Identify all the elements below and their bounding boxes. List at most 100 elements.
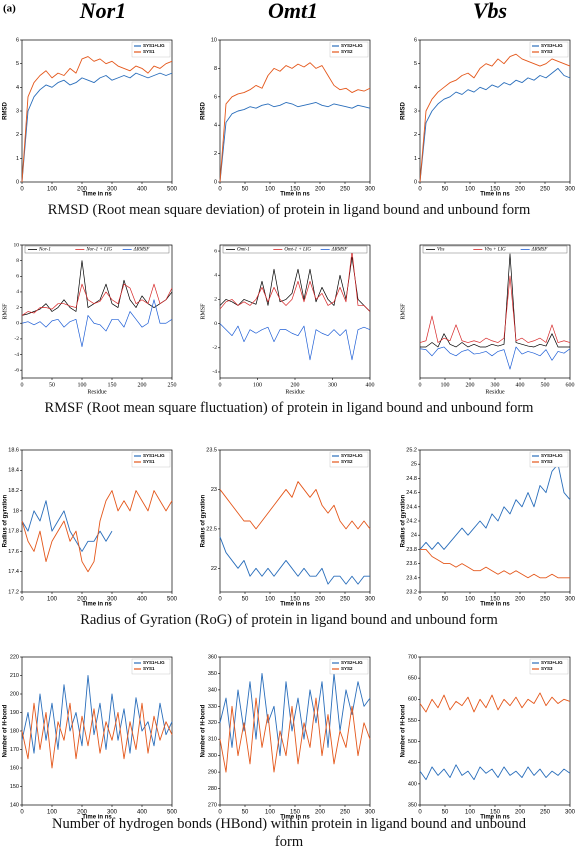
y-tick-label: -2 bbox=[212, 345, 217, 351]
y-axis-label: Number of H-bond bbox=[201, 704, 207, 757]
x-tick-label: 50 bbox=[242, 597, 249, 603]
y-tick-label: 23.8 bbox=[406, 547, 417, 553]
x-tick-label: 150 bbox=[490, 810, 501, 816]
legend-label: SYS1+LIG bbox=[143, 43, 165, 48]
x-tick-label: 500 bbox=[167, 810, 178, 816]
legend-label: ΔRMSF bbox=[331, 248, 349, 253]
x-tick-label: 50 bbox=[442, 187, 449, 193]
y-tick-label: 200 bbox=[10, 691, 19, 697]
y-tick-label: 0 bbox=[214, 179, 217, 185]
legend-label: SYS3 bbox=[541, 49, 553, 54]
series-line bbox=[419, 67, 571, 183]
x-axis-label: Residue bbox=[285, 389, 305, 395]
series-line bbox=[419, 53, 571, 183]
series-line bbox=[219, 256, 371, 312]
x-tick-label: 300 bbox=[491, 382, 500, 388]
series-line bbox=[419, 463, 571, 550]
x-tick-label: 400 bbox=[516, 382, 525, 388]
x-tick-label: 200 bbox=[515, 810, 526, 816]
legend-label: SYS1 bbox=[143, 49, 155, 54]
legend-label: SYS3 bbox=[541, 666, 553, 671]
x-tick-label: 0 bbox=[418, 187, 422, 193]
y-axis-label: Radius of gyration bbox=[3, 494, 9, 547]
x-tick-label: 100 bbox=[47, 810, 58, 816]
legend-label: SYS1 bbox=[143, 666, 155, 671]
y-tick-label: 360 bbox=[208, 654, 217, 660]
x-tick-label: 150 bbox=[490, 597, 501, 603]
x-tick-label: 300 bbox=[565, 187, 576, 193]
y-tick-label: 300 bbox=[208, 753, 217, 759]
legend-box bbox=[529, 451, 569, 468]
x-tick-label: 250 bbox=[540, 187, 551, 193]
y-tick-label: 24.8 bbox=[406, 476, 417, 482]
x-tick-label: 250 bbox=[540, 810, 551, 816]
series-line bbox=[21, 490, 173, 573]
y-tick-label: 500 bbox=[408, 739, 417, 745]
series-line bbox=[219, 62, 371, 183]
y-tick-label: 24.4 bbox=[406, 504, 417, 510]
series-line bbox=[420, 548, 570, 579]
y-tick-label: 1 bbox=[16, 156, 19, 162]
x-tick-label: 500 bbox=[541, 382, 550, 388]
y-tick-label: 23 bbox=[211, 487, 217, 493]
y-tick-label: 22.5 bbox=[206, 526, 217, 532]
legend-label: SYS3+LIG bbox=[541, 453, 563, 458]
x-tick-label: 200 bbox=[138, 382, 147, 388]
plot-frame bbox=[219, 39, 371, 183]
y-tick-label: 6 bbox=[16, 274, 19, 280]
y-tick-label: 8 bbox=[214, 66, 217, 72]
series-line bbox=[21, 675, 173, 754]
y-tick-label: 4 bbox=[16, 289, 19, 295]
x-tick-label: 200 bbox=[466, 382, 475, 388]
plot-frame bbox=[419, 449, 571, 593]
legend-label: SYS2 bbox=[341, 459, 353, 464]
y-tick-label: 6 bbox=[16, 37, 19, 43]
legend-box bbox=[131, 41, 171, 58]
column-title: Vbs bbox=[473, 0, 507, 23]
y-tick-label: 10 bbox=[14, 242, 20, 248]
y-tick-label: 23.4 bbox=[406, 575, 417, 581]
x-tick-label: 150 bbox=[290, 187, 301, 193]
y-tick-label: 550 bbox=[408, 718, 417, 724]
series-line bbox=[21, 260, 173, 316]
series-line bbox=[21, 500, 113, 552]
panel-label: (a) bbox=[3, 3, 16, 15]
series-line bbox=[419, 346, 571, 370]
y-tick-label: 0 bbox=[214, 321, 217, 327]
series-line bbox=[219, 250, 371, 312]
y-tick-label: 4 bbox=[16, 85, 19, 91]
legend-label: SYS2+LIG bbox=[341, 660, 363, 665]
y-tick-label: 25.2 bbox=[406, 447, 417, 453]
x-tick-label: 50 bbox=[242, 187, 249, 193]
y-tick-label: 4 bbox=[214, 272, 217, 278]
y-tick-label: 0 bbox=[16, 179, 19, 185]
column-title: Omt1 bbox=[268, 0, 318, 23]
x-tick-label: 300 bbox=[328, 382, 337, 388]
plot-frame bbox=[419, 39, 571, 183]
y-tick-label: 17.8 bbox=[8, 529, 19, 535]
column-title: Nor1 bbox=[79, 0, 126, 23]
y-tick-label: 18.6 bbox=[8, 447, 19, 453]
y-tick-label: 170 bbox=[10, 747, 19, 753]
x-tick-label: 0 bbox=[218, 597, 222, 603]
y-tick-label: 17.6 bbox=[8, 549, 19, 555]
caption: RMSD (Root mean square deviation) of pro… bbox=[47, 202, 531, 218]
plot-frame bbox=[419, 656, 571, 806]
legend-label: ΔRMSF bbox=[133, 248, 151, 253]
y-tick-label: 23.2 bbox=[406, 589, 417, 595]
y-tick-label: 2 bbox=[214, 297, 217, 303]
y-tick-label: 17.4 bbox=[8, 569, 19, 575]
y-tick-label: 6 bbox=[214, 94, 217, 100]
y-tick-label: 18.2 bbox=[8, 488, 19, 494]
x-tick-label: 0 bbox=[218, 187, 222, 193]
x-axis-label: Time in ns bbox=[280, 602, 310, 608]
x-tick-label: 50 bbox=[442, 597, 449, 603]
legend-box bbox=[329, 41, 369, 58]
plot-frame bbox=[21, 39, 173, 183]
x-axis-label: Time in ns bbox=[480, 192, 510, 198]
x-tick-label: 150 bbox=[108, 382, 117, 388]
y-tick-label: 180 bbox=[10, 728, 19, 734]
legend-label: SYS1+LIG bbox=[143, 453, 165, 458]
